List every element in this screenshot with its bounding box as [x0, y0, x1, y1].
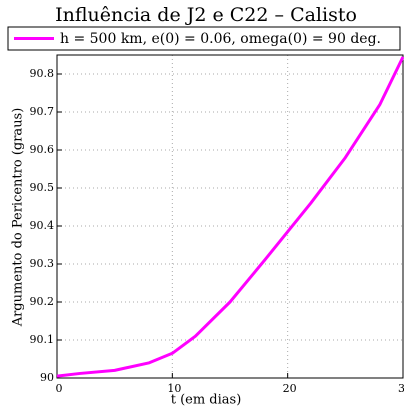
- plot-frame: [56, 54, 404, 379]
- y-tick-label: 90.4: [30, 219, 55, 232]
- legend-label: h = 500 km, e(0) = 0.06, omega(0) = 90 d…: [60, 31, 381, 47]
- x-tick-label: 0: [56, 382, 63, 395]
- x-tick-label: 20: [283, 382, 297, 395]
- legend-box: [7, 26, 401, 51]
- x-axis-label: t (em dias): [171, 393, 242, 408]
- y-tick-label: 90.5: [30, 181, 55, 194]
- chart-title: Influência de J2 e C22 – Calisto: [55, 4, 357, 26]
- y-tick-label: 90.8: [30, 67, 55, 80]
- y-tick-label: 90.7: [30, 105, 55, 118]
- y-tick-label: 90.2: [30, 295, 55, 308]
- y-axis-label: Argumento do Pericentro (graus): [11, 108, 26, 328]
- x-tick-label: 10: [167, 382, 181, 395]
- y-tick-label: 90.3: [30, 257, 55, 270]
- data-line: [56, 56, 404, 378]
- y-tick-label: 90: [40, 371, 54, 384]
- x-tick-label: 30: [398, 382, 404, 395]
- y-tick-label: 90.1: [30, 333, 55, 346]
- y-tick-label: 90.6: [30, 143, 55, 156]
